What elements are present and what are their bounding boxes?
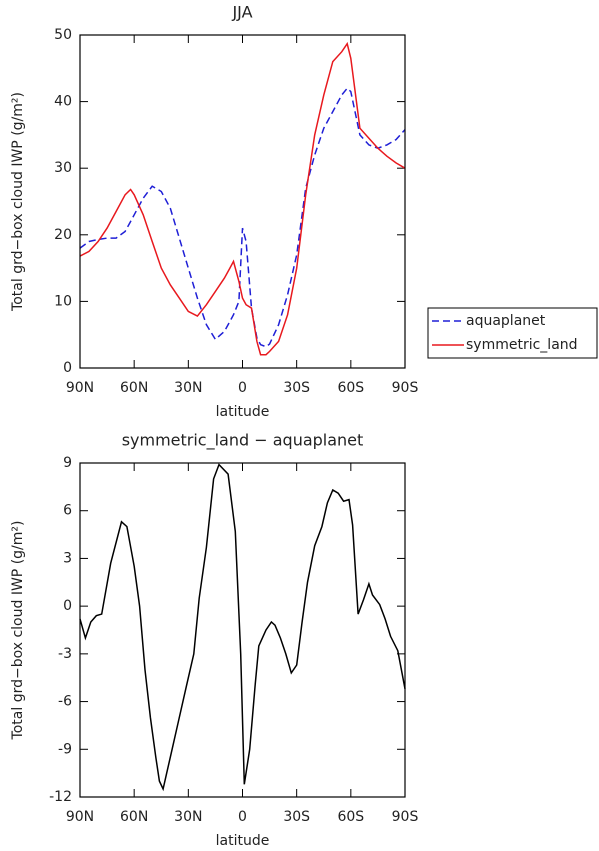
y-tick-label: 9 [63, 455, 72, 471]
y-tick-label: 6 [63, 503, 72, 519]
line-series [79, 463, 406, 792]
x-tick-label: 30N [174, 380, 202, 396]
plot-frame [79, 462, 406, 798]
y-axis-label: Total grd−box cloud IWP (g/m²) [10, 521, 26, 741]
y-tick-label: -3 [58, 646, 72, 662]
y-tick-label: 50 [54, 27, 72, 43]
legend-box [427, 307, 598, 359]
x-tick-label: 60N [120, 380, 148, 396]
y-tick-label: 0 [63, 598, 72, 614]
x-tick-label: 30N [174, 809, 202, 825]
x-tick-label: 90S [392, 809, 419, 825]
line-series [79, 87, 406, 348]
y-tick-label: 3 [63, 550, 72, 566]
x-tick-label: 30S [283, 809, 310, 825]
y-tick-label: -12 [49, 789, 72, 805]
x-tick-label: 60S [337, 809, 364, 825]
x-tick-label: 60N [120, 809, 148, 825]
x-tick-label: 30S [283, 380, 310, 396]
legend-label: symmetric_land [466, 337, 578, 353]
legend-label: aquaplanet [466, 313, 546, 329]
y-tick-label: 20 [54, 227, 72, 243]
y-tick-label: 10 [54, 293, 72, 309]
chart-title: JJA [231, 3, 252, 22]
chart-title: symmetric_land − aquaplanet [122, 431, 364, 451]
y-tick-label: -9 [58, 741, 72, 757]
x-axis-label: latitude [216, 404, 270, 420]
y-tick-label: 30 [54, 160, 72, 176]
legend: aquaplanet symmetric_land [427, 307, 598, 359]
x-tick-label: 90N [66, 809, 94, 825]
x-axis-label: latitude [216, 833, 270, 849]
plot-frame [79, 34, 406, 369]
y-tick-label: 0 [63, 360, 72, 376]
y-tick-label: -6 [58, 694, 72, 710]
x-tick-label: 90N [66, 380, 94, 396]
x-tick-label: 60S [337, 380, 364, 396]
x-tick-label: 0 [238, 809, 247, 825]
x-tick-label: 90S [392, 380, 419, 396]
x-tick-label: 0 [238, 380, 247, 396]
y-tick-label: 40 [54, 94, 72, 110]
line-series [79, 41, 406, 356]
y-axis-label: Total grd−box cloud IWP (g/m²) [10, 92, 26, 312]
